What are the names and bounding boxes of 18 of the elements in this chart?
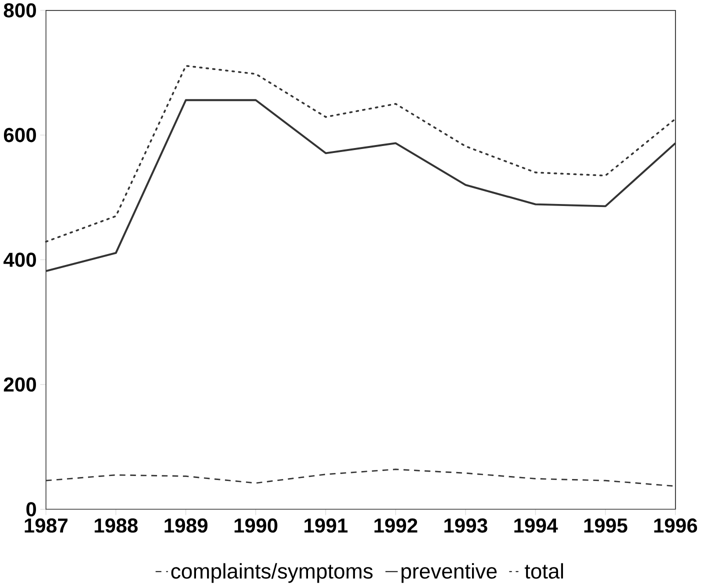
legend-label: total	[524, 563, 563, 579]
y-tick-label: 800	[4, 3, 36, 18]
y-tick-label: 0	[26, 502, 36, 517]
x-tick-label: 1988	[94, 518, 138, 533]
x-tick-label: 1996	[654, 518, 698, 533]
y-tick-label: 200	[4, 378, 36, 392]
x-tick-label: 1995	[584, 518, 628, 533]
x-tick-label: 1990	[234, 518, 278, 533]
x-tick-label: 1991	[304, 518, 348, 533]
x-tick-label: 1993	[444, 518, 488, 533]
x-tick-label: 1989	[164, 518, 208, 533]
legend-label: preventive	[402, 563, 497, 583]
legend-label: complaints/symptoms	[171, 563, 373, 583]
y-tick-label: 600	[4, 128, 36, 142]
x-tick-label: 1994	[514, 518, 558, 533]
y-tick-label: 400	[4, 252, 36, 268]
x-tick-label: 1992	[374, 518, 418, 533]
x-tick-label: 1987	[24, 518, 68, 533]
